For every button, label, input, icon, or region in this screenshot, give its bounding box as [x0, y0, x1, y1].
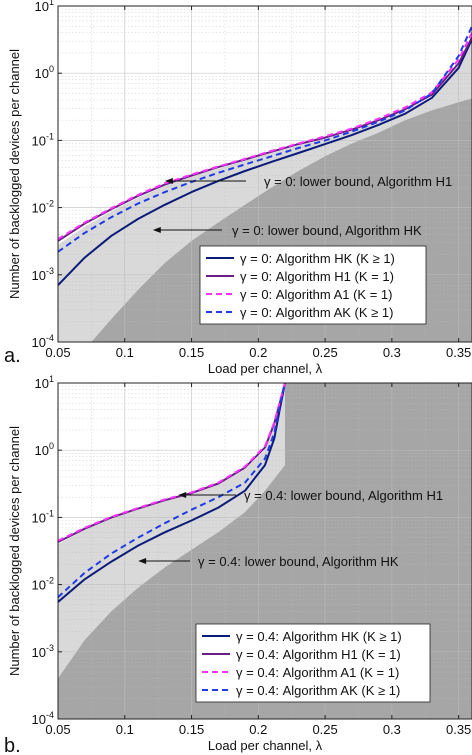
x-tick-label: 0.35: [446, 722, 471, 737]
y-tick-label: 10-1: [32, 131, 54, 148]
annotation-text: γ = 0: lower bound, Algorithm H1: [264, 174, 452, 189]
x-tick-label: 0.35: [446, 345, 471, 360]
y-tick-label: 10-3: [32, 266, 54, 283]
x-axis-label: Load per channel, λ: [208, 361, 323, 376]
panel-label: a.: [4, 345, 21, 367]
axes-box: [57, 382, 472, 720]
y-tick-exponent: 0: [49, 64, 54, 74]
x-tick-label: 0.05: [45, 345, 70, 360]
x-tick-label: 0.3: [383, 722, 401, 737]
x-tick-label: 0.3: [383, 345, 401, 360]
x-tick-label: 0.15: [179, 345, 204, 360]
legend-entry-ak: γ = 0.4: Algorithm AK (K ≥ 1): [236, 683, 400, 698]
y-tick-exponent: 1: [49, 0, 54, 7]
legend-entry-hk: γ = 0: Algorithm HK (K ≥ 1): [240, 251, 395, 266]
y-tick-label: 10-3: [32, 643, 54, 660]
y-tick-exponent: -3: [46, 266, 54, 276]
x-tick-label: 0.2: [249, 722, 267, 737]
legend-entry-ak: γ = 0: Algorithm AK (K ≥ 1): [240, 305, 393, 320]
y-axis-label: Number of backlogged devices per channel: [7, 426, 22, 676]
y-tick-exponent: -2: [46, 199, 54, 209]
y-tick-base: 10: [32, 133, 46, 148]
y-tick-base: 10: [32, 645, 46, 660]
x-tick-label: 0.2: [249, 345, 267, 360]
y-tick-label: 10-4: [32, 710, 54, 727]
legend-entry-h1: γ = 0.4: Algorithm H1 (K = 1): [236, 647, 401, 662]
y-tick-exponent: -3: [46, 643, 54, 653]
series-line-ak: [58, 25, 472, 253]
y-tick-label: 10-4: [32, 333, 54, 350]
annotation-arrowhead: [178, 492, 187, 498]
y-tick-base: 10: [32, 268, 46, 283]
annotation-text: γ = 0: lower bound, Algorithm HK: [232, 223, 422, 238]
legend-box: [195, 623, 431, 703]
legend: γ = 0.4: Algorithm HK (K ≥ 1) γ = 0.4: Al…: [195, 623, 431, 703]
legend-entry-a1: γ = 0.4: Algorithm A1 (K = 1): [236, 665, 399, 680]
legend-box: [199, 245, 427, 325]
y-tick-exponent: 0: [49, 441, 54, 451]
y-tick-base: 10: [32, 201, 46, 216]
chart-panel-a: 0.05 0.1 0.15 0.2 0.25 0.3 0.3510-410-310-210-…: [4, 0, 472, 376]
series: [58, 383, 286, 603]
y-tick-label: 10-2: [32, 199, 54, 216]
x-tick-label: 0.15: [179, 722, 204, 737]
legend-entry-hk: γ = 0.4: Algorithm HK (K ≥ 1): [236, 629, 402, 644]
annotation-text: γ = 0.4: lower bound, Algorithm HK: [198, 554, 399, 569]
panel-label: b.: [4, 735, 21, 755]
annotation-arrowhead: [164, 178, 173, 184]
legend-entry-h1: γ = 0: Algorithm H1 (K = 1): [240, 269, 394, 284]
y-tick-exponent: -2: [46, 576, 54, 586]
series-line-ak: [58, 383, 286, 598]
legend-entry-a1: γ = 0: Algorithm A1 (K = 1): [240, 287, 392, 302]
y-tick-base: 10: [32, 335, 46, 350]
annotation-arrowhead: [152, 227, 161, 233]
y-tick-base: 10: [35, 66, 49, 81]
x-axis-label: Load per channel, λ: [208, 738, 323, 753]
series-line-a1: [58, 383, 286, 542]
chart-panel-b: 0.05 0.1 0.15 0.2 0.25 0.3 0.3510-410-310-210-…: [4, 374, 472, 755]
x-tick-label: 0.1: [116, 345, 134, 360]
y-tick-label: 101: [35, 374, 54, 391]
x-tick-label: 0.1: [116, 722, 134, 737]
y-tick-base: 10: [35, 443, 49, 458]
series: [58, 25, 472, 286]
y-tick-exponent: -1: [46, 131, 54, 141]
annotation-arrowhead: [138, 558, 147, 564]
y-tick-label: 10-2: [32, 576, 54, 593]
x-tick-label: 0.25: [312, 345, 337, 360]
series-line-hk: [58, 38, 472, 286]
y-tick-base: 10: [35, 376, 49, 391]
legend: γ = 0: Algorithm HK (K ≥ 1) γ = 0: Algori…: [199, 245, 427, 325]
x-tick-label: 0.05: [45, 722, 70, 737]
y-tick-label: 10-1: [32, 508, 54, 525]
y-tick-label: 100: [35, 441, 54, 458]
y-tick-base: 10: [32, 712, 46, 727]
series-line-a1: [58, 32, 472, 240]
y-tick-base: 10: [32, 510, 46, 525]
y-tick-label: 100: [35, 64, 54, 81]
y-tick-label: 101: [35, 0, 54, 14]
y-tick-exponent: -4: [46, 333, 54, 343]
y-tick-exponent: -4: [46, 710, 54, 720]
y-tick-exponent: -1: [46, 508, 54, 518]
x-tick-label: 0.25: [312, 722, 337, 737]
y-tick-exponent: 1: [49, 374, 54, 384]
annotation-text: γ = 0.4: lower bound, Algorithm H1: [244, 488, 443, 503]
series-line-hk: [58, 383, 286, 603]
y-tick-base: 10: [35, 0, 49, 14]
y-tick-base: 10: [32, 578, 46, 593]
axes-box: [57, 5, 472, 343]
y-axis-label: Number of backlogged devices per channel: [7, 49, 22, 299]
